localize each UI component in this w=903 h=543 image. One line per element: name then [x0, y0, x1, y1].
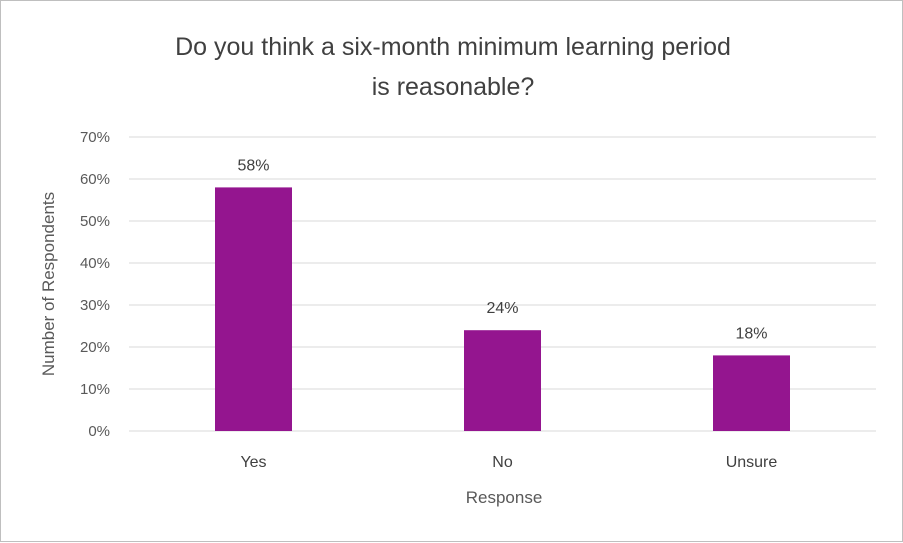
- x-tick-label: Yes: [240, 454, 266, 471]
- x-axis-title: Response: [466, 488, 543, 507]
- bar: [464, 330, 541, 431]
- bar-data-label: 58%: [237, 157, 269, 174]
- y-axis-ticks: 0% 10% 20% 30% 40% 50% 60% 70%: [80, 129, 110, 440]
- data-labels: 58% 24% 18%: [237, 157, 767, 342]
- x-tick-label: Unsure: [726, 454, 778, 471]
- x-axis-ticks: Yes No Unsure: [240, 454, 777, 471]
- bars: [215, 187, 790, 431]
- y-tick-label: 50%: [80, 213, 110, 230]
- y-tick-label: 10%: [80, 381, 110, 398]
- y-tick-label: 70%: [80, 129, 110, 146]
- bar-data-label: 24%: [486, 300, 518, 317]
- y-tick-label: 40%: [80, 255, 110, 272]
- y-tick-label: 60%: [80, 171, 110, 188]
- y-tick-label: 0%: [88, 423, 110, 440]
- y-tick-label: 20%: [80, 339, 110, 356]
- x-tick-label: No: [492, 454, 513, 471]
- y-axis-title: Number of Respondents: [39, 192, 58, 376]
- bar: [713, 355, 790, 431]
- y-tick-label: 30%: [80, 297, 110, 314]
- bar-data-label: 18%: [735, 325, 767, 342]
- chart-title-line-1: Do you think a six-month minimum learnin…: [175, 33, 731, 61]
- chart-title-line-2: is reasonable?: [372, 73, 535, 101]
- bar: [215, 187, 292, 431]
